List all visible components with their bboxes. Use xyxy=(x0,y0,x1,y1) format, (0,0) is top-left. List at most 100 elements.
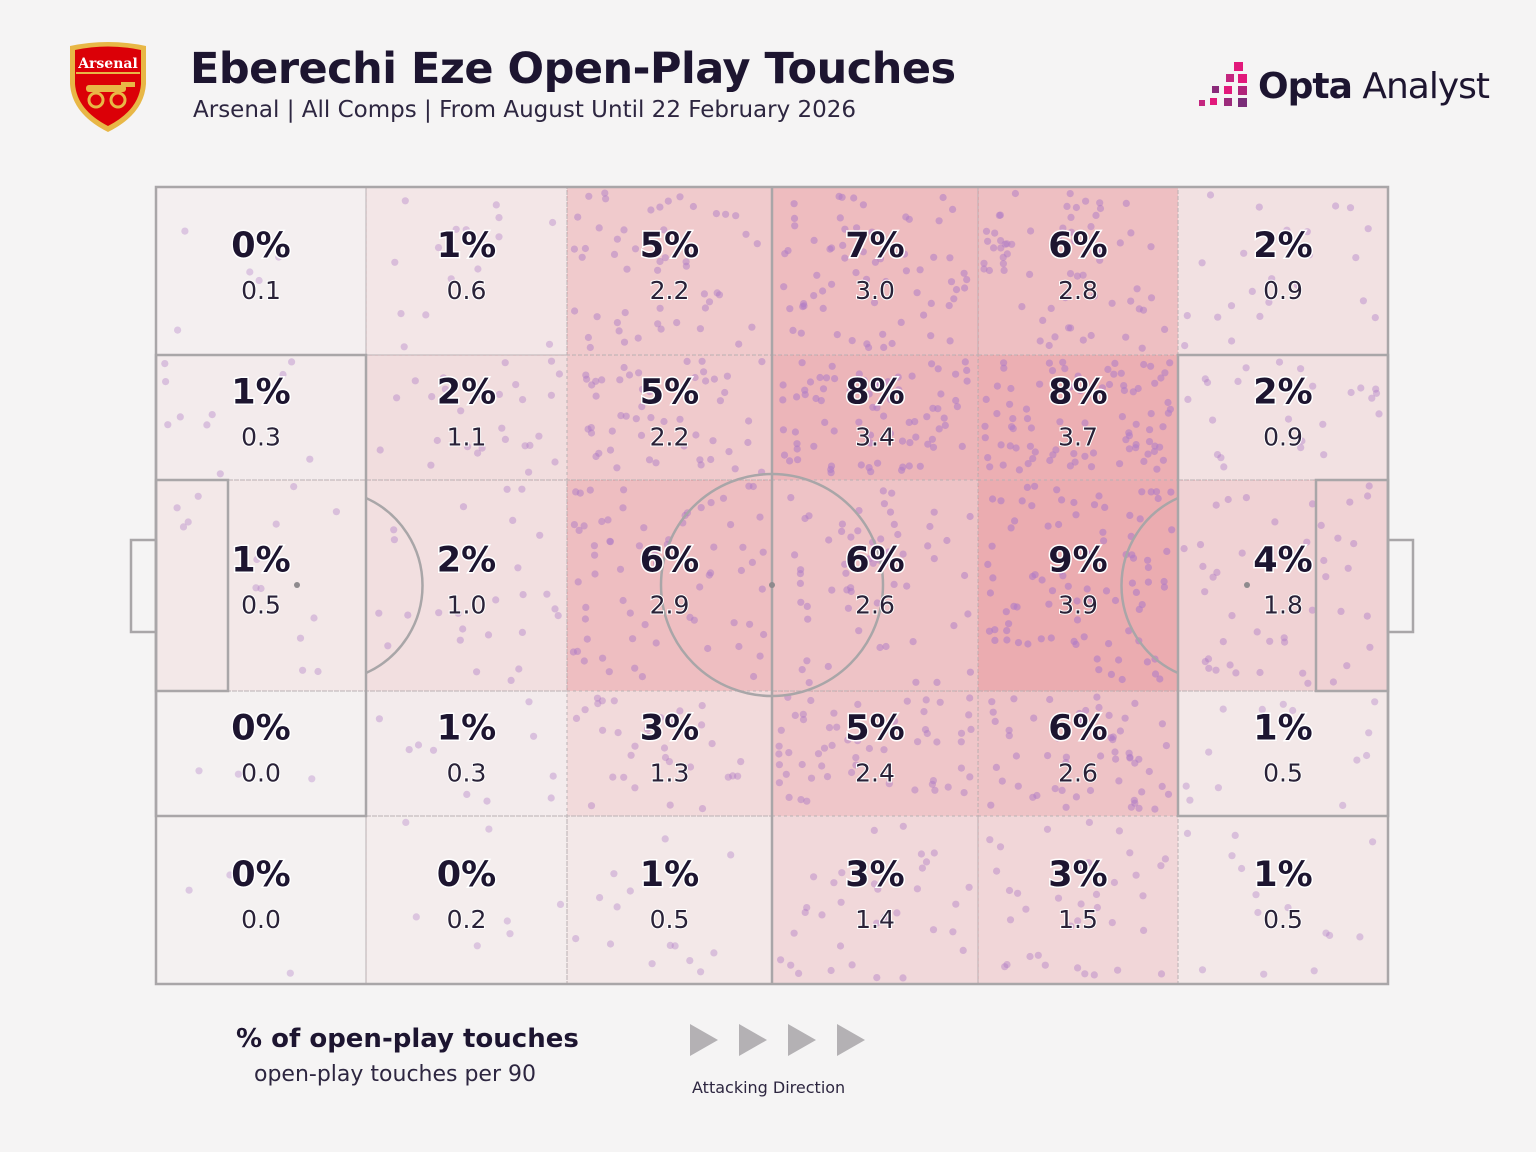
touch-dot xyxy=(993,382,1002,390)
touch-dot xyxy=(833,723,841,731)
touch-dot xyxy=(1228,337,1236,345)
heat-cell xyxy=(155,815,367,985)
touch-dot xyxy=(622,412,630,420)
touch-dot xyxy=(427,461,435,469)
touch-dot xyxy=(1238,549,1246,557)
touch-dot xyxy=(1043,825,1052,833)
touch-dot xyxy=(1145,438,1154,446)
touch-dot xyxy=(1010,602,1018,610)
touch-dot xyxy=(1159,423,1167,431)
touch-dot xyxy=(895,386,903,394)
touch-dot xyxy=(861,561,869,569)
touch-dot xyxy=(1365,482,1373,490)
touch-dot xyxy=(1151,805,1159,813)
touch-dot xyxy=(966,668,975,676)
touch-dot xyxy=(631,664,639,672)
touch-dot xyxy=(1157,862,1165,870)
touch-dot xyxy=(1074,917,1082,925)
cell-percent-label: 5% xyxy=(640,226,699,266)
touch-dot xyxy=(1027,424,1035,432)
touch-dot xyxy=(988,698,996,706)
touch-dot xyxy=(255,276,263,285)
touch-dot xyxy=(830,709,838,717)
touch-dot xyxy=(173,504,181,512)
touch-dot xyxy=(484,631,493,639)
touch-dot xyxy=(929,443,938,451)
touch-dot xyxy=(1085,818,1093,827)
touch-dot xyxy=(1129,388,1137,396)
touch-dot xyxy=(850,194,858,202)
cell-percent-label: 0% xyxy=(231,226,290,266)
touch-dot xyxy=(1029,455,1037,463)
touch-dot xyxy=(793,445,801,453)
touch-dot xyxy=(944,783,952,791)
touch-dot xyxy=(1132,588,1140,597)
touch-dot xyxy=(1073,272,1081,280)
touch-dot xyxy=(1304,679,1312,687)
touch-dot xyxy=(939,193,947,202)
touch-dot xyxy=(785,793,793,802)
touch-dot xyxy=(1214,784,1222,792)
touch-dot xyxy=(1098,247,1107,255)
touch-dot xyxy=(1006,400,1014,408)
cell-percent-label: 1% xyxy=(640,855,699,895)
touch-dot xyxy=(306,455,314,463)
touch-dot xyxy=(789,326,797,334)
touch-dot xyxy=(791,551,799,559)
touch-dot xyxy=(1093,903,1101,912)
touch-dot xyxy=(855,370,863,378)
touch-dot xyxy=(880,343,888,351)
touch-dot xyxy=(1364,492,1372,500)
touch-dot xyxy=(296,634,305,642)
touch-dot xyxy=(952,370,960,378)
touch-dot xyxy=(1242,494,1250,502)
touch-dot xyxy=(982,227,991,235)
touch-dot xyxy=(859,201,868,209)
touch-dot xyxy=(805,512,813,520)
touch-dot xyxy=(946,254,954,262)
touch-dot xyxy=(1258,705,1266,714)
touch-dot xyxy=(1164,398,1172,407)
touch-dot xyxy=(961,571,969,580)
touch-dot xyxy=(1220,463,1228,471)
touch-dot xyxy=(869,403,877,411)
touch-dot xyxy=(1122,199,1130,207)
touch-dot xyxy=(862,275,871,283)
touch-dot xyxy=(914,738,922,746)
touch-dot xyxy=(1329,678,1337,686)
touch-dot xyxy=(785,749,793,757)
touch-dot xyxy=(635,369,643,377)
touch-dot xyxy=(308,775,316,783)
touch-dot xyxy=(1018,497,1026,505)
touch-dot xyxy=(613,903,621,911)
touch-dot xyxy=(1120,382,1128,390)
touch-dot xyxy=(828,280,836,288)
touch-dot xyxy=(828,741,836,750)
touch-dot xyxy=(571,307,579,315)
cell-percent-label: 0% xyxy=(231,855,290,895)
touch-dot xyxy=(917,850,926,858)
touch-dot xyxy=(569,648,578,656)
touch-dot xyxy=(723,372,732,380)
touch-dot xyxy=(503,917,511,925)
cell-percent-label: 6% xyxy=(1048,709,1107,749)
cell-percent-label: 3% xyxy=(640,709,699,749)
touch-dot xyxy=(412,913,420,921)
touch-dot xyxy=(1363,612,1371,620)
touch-dot xyxy=(1156,675,1164,683)
direction-arrow-icon xyxy=(837,1024,865,1056)
touch-dot xyxy=(314,667,322,676)
touch-dot xyxy=(586,486,594,494)
touch-dot xyxy=(605,668,613,676)
touch-dot xyxy=(793,393,801,401)
touch-dot xyxy=(848,768,856,777)
touch-dot xyxy=(1150,447,1158,456)
touch-dot xyxy=(525,468,533,476)
touch-dot xyxy=(995,211,1004,219)
touch-dot xyxy=(1209,416,1217,424)
touch-dot xyxy=(1027,227,1035,235)
touch-dot xyxy=(1143,658,1151,666)
cell-per90-label: 2.2 xyxy=(650,276,690,305)
touch-dot xyxy=(613,319,622,327)
touch-dot xyxy=(680,442,688,450)
